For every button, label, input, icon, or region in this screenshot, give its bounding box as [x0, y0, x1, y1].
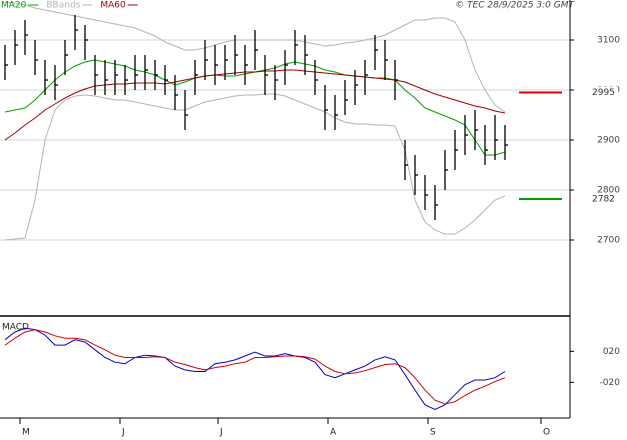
x-tick-label: M [22, 428, 30, 438]
x-tick-label: O [543, 428, 550, 438]
y-tick-label: 2800 [597, 186, 620, 196]
legend-label: MA20 [1, 1, 27, 11]
level-label: 2782 [592, 195, 615, 205]
overlay-line [4, 93, 506, 241]
level-label-bg [591, 86, 618, 99]
overlay-line [4, 69, 506, 141]
x-tick-label: S [430, 428, 436, 438]
x-tick-label: J [219, 428, 223, 438]
overlay-line [4, 59, 506, 156]
legend-label: MA60 [100, 1, 126, 11]
y-tick-label: 3100 [597, 36, 620, 46]
macd-line [4, 327, 506, 411]
macd-title: MACD [2, 323, 29, 333]
x-tick-label: A [330, 428, 337, 438]
x-tick-label: J [121, 428, 125, 438]
macd-y-tick-label: 020 [603, 347, 620, 357]
y-tick-label: 2900 [597, 136, 620, 146]
level-label-bg [591, 193, 618, 205]
legend-label: BBands [46, 1, 80, 11]
source: © TEC 28/9/2025 3:0 GMT [455, 1, 575, 11]
macd-y-tick-label: -020 [600, 378, 621, 388]
level-label: 2995 [592, 88, 615, 98]
y-tick-label: 2700 [597, 236, 620, 246]
macd-line [4, 329, 506, 405]
